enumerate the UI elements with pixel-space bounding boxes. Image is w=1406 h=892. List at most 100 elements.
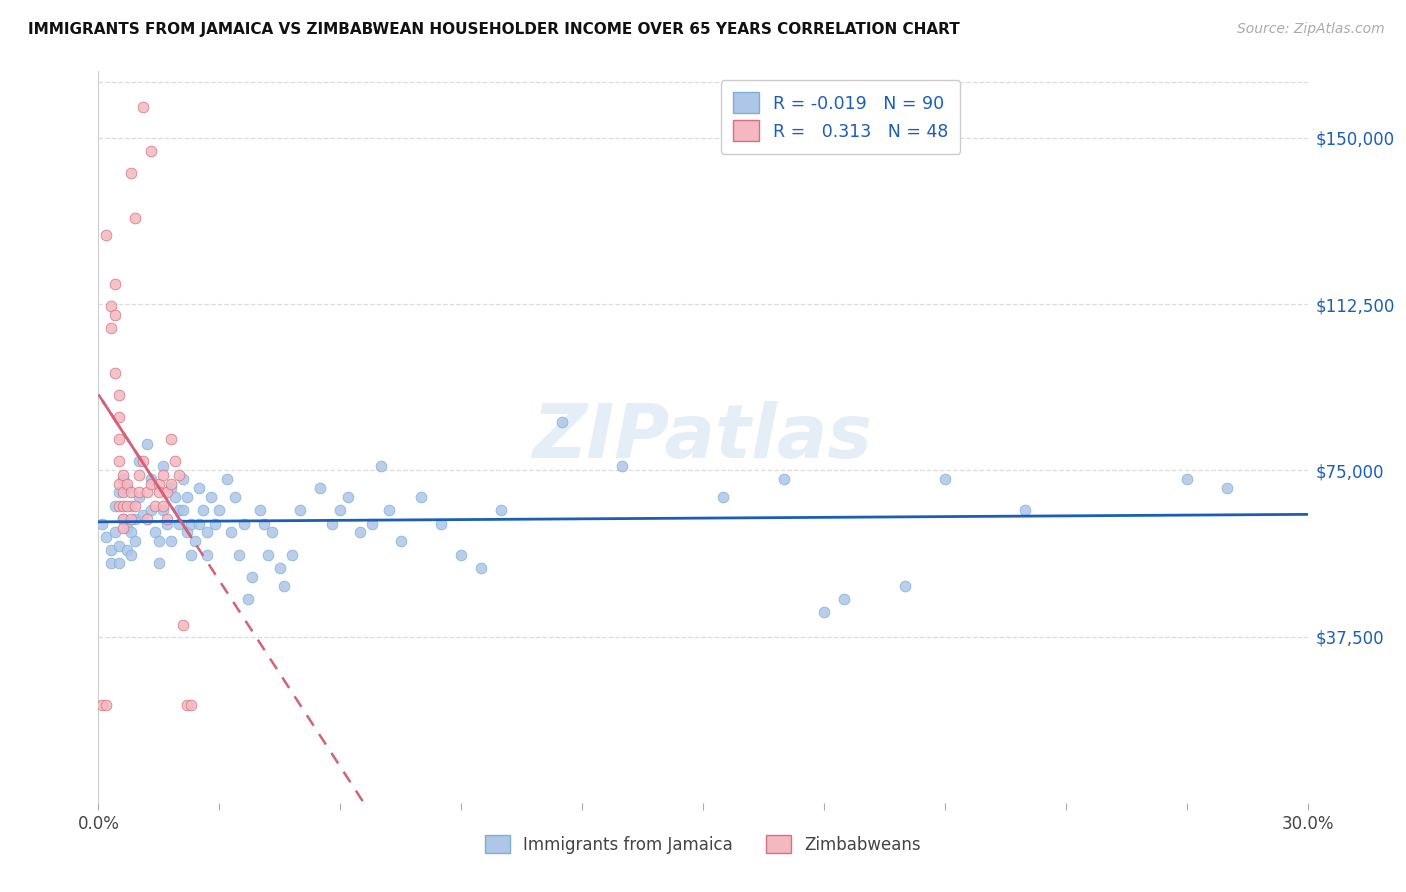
Point — [176, 525, 198, 540]
Point — [160, 534, 183, 549]
Point — [152, 503, 174, 517]
Point — [132, 508, 155, 522]
Point — [167, 503, 190, 517]
Point — [107, 410, 129, 425]
Point — [813, 605, 835, 619]
Point — [124, 534, 146, 549]
Point — [156, 485, 179, 500]
Point — [249, 503, 271, 517]
Point — [111, 521, 134, 535]
Point — [167, 516, 190, 531]
Point — [167, 467, 190, 482]
Point — [96, 228, 118, 243]
Point — [124, 512, 146, 526]
Point — [450, 548, 472, 562]
Point — [188, 516, 211, 531]
Point — [91, 516, 114, 531]
Point — [115, 521, 138, 535]
Point — [1216, 481, 1239, 495]
Point — [172, 618, 194, 632]
Point — [156, 512, 179, 526]
Point — [160, 481, 183, 495]
Point — [111, 512, 134, 526]
Point — [100, 321, 122, 335]
Point — [139, 503, 162, 517]
Point — [288, 503, 311, 517]
Point — [152, 467, 174, 482]
Point — [612, 458, 634, 473]
Point — [148, 534, 170, 549]
Point — [148, 476, 170, 491]
Point — [107, 476, 129, 491]
Point — [236, 591, 259, 606]
Point — [260, 525, 283, 540]
Point — [152, 458, 174, 473]
Point — [107, 454, 129, 468]
Text: Source: ZipAtlas.com: Source: ZipAtlas.com — [1237, 22, 1385, 37]
Point — [128, 454, 150, 468]
Point — [148, 485, 170, 500]
Point — [107, 539, 129, 553]
Point — [107, 388, 129, 402]
Point — [107, 485, 129, 500]
Point — [430, 516, 453, 531]
Point — [281, 548, 304, 562]
Point — [240, 570, 263, 584]
Point — [135, 485, 157, 500]
Point — [111, 472, 134, 486]
Point — [195, 525, 218, 540]
Point — [111, 499, 134, 513]
Point — [120, 499, 142, 513]
Point — [176, 490, 198, 504]
Point — [103, 366, 125, 380]
Point — [160, 432, 183, 446]
Point — [111, 485, 134, 500]
Point — [139, 476, 162, 491]
Point — [172, 503, 194, 517]
Point — [115, 499, 138, 513]
Point — [217, 472, 239, 486]
Point — [349, 525, 371, 540]
Point — [139, 144, 162, 158]
Point — [120, 166, 142, 180]
Point — [103, 277, 125, 292]
Point — [115, 481, 138, 495]
Point — [135, 436, 157, 450]
Point — [269, 561, 291, 575]
Point — [111, 512, 134, 526]
Point — [128, 490, 150, 504]
Point — [188, 481, 211, 495]
Point — [100, 299, 122, 313]
Point — [893, 578, 915, 592]
Point — [321, 516, 343, 531]
Point — [132, 100, 155, 114]
Point — [132, 454, 155, 468]
Point — [389, 534, 412, 549]
Point — [103, 525, 125, 540]
Point — [115, 543, 138, 558]
Point — [103, 499, 125, 513]
Point — [256, 548, 278, 562]
Point — [120, 485, 142, 500]
Point — [832, 591, 855, 606]
Point — [221, 525, 243, 540]
Point — [91, 698, 114, 713]
Point — [143, 499, 166, 513]
Point — [184, 534, 207, 549]
Point — [96, 698, 118, 713]
Point — [711, 490, 734, 504]
Point — [135, 512, 157, 526]
Point — [107, 499, 129, 513]
Point — [193, 503, 215, 517]
Point — [176, 698, 198, 713]
Point — [139, 472, 162, 486]
Point — [100, 557, 122, 571]
Point — [180, 548, 202, 562]
Point — [152, 499, 174, 513]
Point — [551, 415, 574, 429]
Point — [172, 472, 194, 486]
Point — [200, 490, 222, 504]
Point — [309, 481, 332, 495]
Point — [772, 472, 794, 486]
Point — [120, 548, 142, 562]
